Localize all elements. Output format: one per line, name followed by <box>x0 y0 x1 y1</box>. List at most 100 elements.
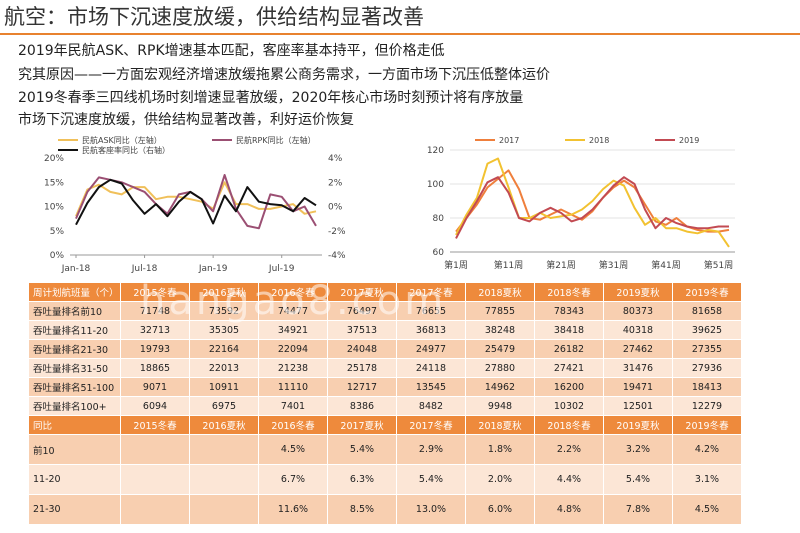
table-cell: 2016夏秋 <box>189 282 259 302</box>
left-axis-tick: 5% <box>50 227 65 237</box>
table-cell: 2019冬春 <box>672 282 742 302</box>
table-cell: 39625 <box>672 320 742 340</box>
left-axis-tick: 15% <box>44 178 64 188</box>
table-cell: 2017夏秋 <box>327 415 397 435</box>
table-cell: 10302 <box>534 396 604 416</box>
table-cell: 34921 <box>258 320 328 340</box>
x-axis-tick: Jan-19 <box>198 264 228 274</box>
left-axis-tick: 0% <box>50 251 65 261</box>
legend-label: 民航RPK同比（左轴） <box>236 135 316 145</box>
table-cell: 24048 <box>327 339 397 359</box>
table-cell: 5.4% <box>327 434 397 465</box>
table-cell: 2019夏秋 <box>603 282 673 302</box>
table-cell: 74477 <box>258 301 328 321</box>
table-cell: 19471 <box>603 377 673 397</box>
right-axis-tick: 0% <box>328 203 343 213</box>
table-cell: 77855 <box>465 301 535 321</box>
table-row: 吞吐量排名51-100 9071 10911 11110 12717 13545 14962… <box>28 377 742 397</box>
right-axis-tick: -2% <box>328 227 346 237</box>
summary-line-3: 2019冬春季三四线机场时刻增速显著放缓，2020年核心市场时刻预计将有序放量 <box>18 90 524 106</box>
table-cell: 4.5% <box>672 494 742 525</box>
table-cell: 2018夏秋 <box>465 415 535 435</box>
flight-volume-table: 周计划航班量（个） 2015冬春 2016夏秋 2016冬春 2017夏秋 2017冬春 2… <box>28 282 742 525</box>
right-axis-tick: 4% <box>328 154 343 164</box>
table-cell: 27355 <box>672 339 742 359</box>
table-cell: 1.8% <box>465 434 535 465</box>
legend-label: 民航客座率同比（右轴） <box>82 145 170 155</box>
table-cell: 2016冬春 <box>258 415 328 435</box>
table-cell: 40318 <box>603 320 673 340</box>
table-cell: 7401 <box>258 396 328 416</box>
table-header-row: 周计划航班量（个） 2015冬春 2016夏秋 2016冬春 2017夏秋 2017冬春 2… <box>28 282 742 302</box>
x-axis-tick: 第11周 <box>494 259 523 271</box>
table-cell <box>120 464 190 495</box>
table-cell: 2017冬春 <box>396 415 466 435</box>
table-cell: 71748 <box>120 301 190 321</box>
summary-line-2: 究其原因——一方面宏观经济增速放缓拖累公商务需求，一方面市场下沉压低整体运价 <box>18 67 550 83</box>
table-cell: 35305 <box>189 320 259 340</box>
table-cell: 2015冬春 <box>120 282 190 302</box>
table-cell: 27880 <box>465 358 535 378</box>
table-cell: 38418 <box>534 320 604 340</box>
table-subheader-row: 同比 2015冬春 2016夏秋 2016冬春 2017夏秋 2017冬春 2018夏秋 20… <box>28 415 742 435</box>
table-cell: 38248 <box>465 320 535 340</box>
table-cell: 24977 <box>396 339 466 359</box>
row-label: 周计划航班量（个） <box>28 282 121 302</box>
table-cell: 27936 <box>672 358 742 378</box>
y-axis-tick: 80 <box>433 214 445 224</box>
table-cell: 2.0% <box>465 464 535 495</box>
row-label: 同比 <box>28 415 121 435</box>
row-label: 前10 <box>28 434 121 465</box>
table-cell: 2015冬春 <box>120 415 190 435</box>
legend-label: 民航ASK同比（左轴） <box>82 135 162 145</box>
series-line-3 <box>75 178 317 226</box>
table-cell: 11110 <box>258 377 328 397</box>
table-cell: 26182 <box>534 339 604 359</box>
row-label: 吞吐量排名11-20 <box>28 320 121 340</box>
table-cell: 22094 <box>258 339 328 359</box>
table-row: 吞吐量排名21-30 19793 22164 22094 24048 24977 25479… <box>28 339 742 359</box>
table-cell: 37513 <box>327 320 397 340</box>
left-axis-tick: 20% <box>44 154 64 164</box>
table-cell <box>189 464 259 495</box>
table-cell: 19793 <box>120 339 190 359</box>
table-cell: 22013 <box>189 358 259 378</box>
table-cell: 31476 <box>603 358 673 378</box>
series-line-2019 <box>455 176 729 239</box>
x-axis-tick: 第41周 <box>651 259 680 271</box>
x-axis-tick: 第31周 <box>599 259 628 271</box>
table-cell: 76497 <box>327 301 397 321</box>
table-cell <box>120 434 190 465</box>
table-row: 21-30 11.6% 8.5% 13.0% 6.0% 4.8% 7.8% 4.5% <box>28 494 742 525</box>
row-label: 21-30 <box>28 494 121 525</box>
table-cell: 12501 <box>603 396 673 416</box>
y-axis-tick: 120 <box>427 146 444 156</box>
table-cell: 80373 <box>603 301 673 321</box>
table-cell <box>189 434 259 465</box>
legend-label: 2019 <box>679 136 699 145</box>
x-axis-tick: 第1周 <box>444 259 468 271</box>
table-cell: 21238 <box>258 358 328 378</box>
table-row: 吞吐量排名前10 71748 73592 74477 76497 76655 77855 78… <box>28 301 742 321</box>
row-label: 11-20 <box>28 464 121 495</box>
table-cell: 10911 <box>189 377 259 397</box>
table-cell: 3.1% <box>672 464 742 495</box>
table-row: 吞吐量排名11-20 32713 35305 34921 37513 36813 38248… <box>28 320 742 340</box>
legend-label: 2017 <box>499 136 519 145</box>
table-cell: 2016冬春 <box>258 282 328 302</box>
table-cell: 2019夏秋 <box>603 415 673 435</box>
table-cell: 2018冬春 <box>534 415 604 435</box>
page-title: 航空：市场下沉速度放缓，供给结构显著改善 <box>4 5 424 29</box>
table-cell: 6.3% <box>327 464 397 495</box>
x-axis-tick: Jan-18 <box>61 264 91 274</box>
table-cell: 36813 <box>396 320 466 340</box>
table-cell: 8.5% <box>327 494 397 525</box>
table-cell: 14962 <box>465 377 535 397</box>
table-cell: 6094 <box>120 396 190 416</box>
table-cell: 4.8% <box>534 494 604 525</box>
table-cell: 4.4% <box>534 464 604 495</box>
table-cell: 76655 <box>396 301 466 321</box>
left-axis-tick: 10% <box>44 203 64 213</box>
row-label: 吞吐量排名21-30 <box>28 339 121 359</box>
table-cell: 9948 <box>465 396 535 416</box>
